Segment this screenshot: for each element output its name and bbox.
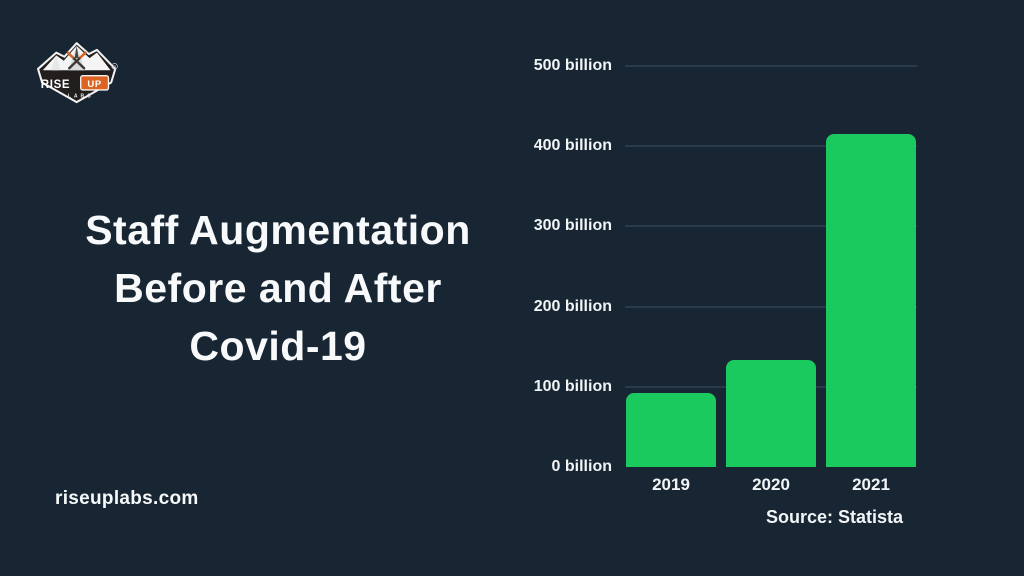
bar-2021	[826, 134, 916, 467]
gridline-300	[625, 225, 917, 228]
riseuplabs-logo: RISE UP LABS R	[36, 40, 120, 106]
logo-text-rise: RISE	[41, 79, 71, 91]
mountain-crevice	[74, 45, 79, 59]
website-url: riseuplabs.com	[55, 488, 199, 509]
y-axis-label-100: 100 billion	[533, 377, 612, 395]
gridline-200	[625, 305, 917, 308]
page-title-line-3: Covid-19	[189, 323, 367, 369]
source-attribution: Source: Statista	[765, 507, 903, 527]
riseuplabs-logo-badge: RISE UP LABS R	[37, 42, 118, 104]
y-axis-label-400: 400 billion	[533, 137, 612, 155]
logo-up-box	[80, 75, 110, 91]
mountain-facet-left	[50, 55, 61, 71]
y-axis-label-300: 300 billion	[533, 217, 612, 235]
page-title-line-2: Before and After	[114, 265, 442, 311]
y-axis-label-0: 0 billion	[551, 458, 612, 475]
x-axis-label-2020: 2020	[752, 475, 790, 494]
logo-text-up: UP	[87, 79, 102, 90]
registered-trademark-letter: R	[113, 64, 116, 69]
x-axis-label-2019: 2019	[652, 475, 690, 494]
bar-2019	[626, 393, 716, 467]
bar-2020	[726, 360, 816, 467]
x-axis-label-2021: 2021	[852, 475, 890, 494]
page-title: Staff Augmentation Before and After Covi…	[24, 201, 532, 375]
logo-text-labs: LABS	[68, 93, 94, 99]
y-axis-label-500: 500 billion	[533, 57, 612, 74]
page-title-line-1: Staff Augmentation	[85, 207, 471, 253]
y-axis-label-200: 200 billion	[533, 297, 612, 315]
gridline-400	[625, 145, 917, 148]
gridline-500	[625, 65, 917, 67]
ice-axe-head	[66, 51, 74, 59]
registered-trademark-icon	[111, 63, 118, 70]
ice-axe-head	[79, 51, 87, 59]
